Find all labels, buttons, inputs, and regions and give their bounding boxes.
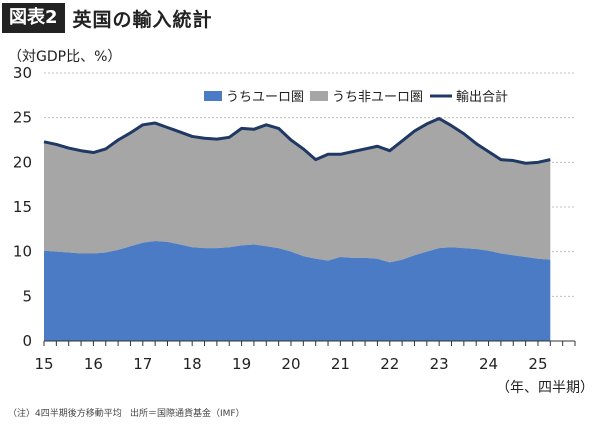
area-non-eurozone [44,118,551,263]
y-tick-label: 25 [13,109,32,127]
x-tick-label: 22 [380,355,399,373]
y-tick-label: 30 [13,64,32,82]
area-eurozone [44,240,551,341]
x-tick-label: 25 [528,355,547,373]
y-tick-label: 20 [13,153,32,171]
line-total-exports [43,117,551,165]
legend-item-eurozone: うちユーロ圏 [204,90,304,105]
x-tick-label: 23 [430,355,449,373]
footnote: （注）4四半期後方移動平均 [8,409,122,419]
legend-item-non-eurozone: うち非ユーロ圏 [310,90,423,105]
legend-item-total-exports: 輸出合計 [430,89,508,105]
x-tick-label: 19 [232,355,251,373]
x-tick-label: 18 [183,355,202,373]
legend-swatch [204,91,222,101]
y-tick-label: 5 [22,287,32,305]
legend: うちユーロ圏 うち非ユーロ圏 輸出合計 [204,89,508,105]
y-tick-label: 0 [22,332,32,350]
y-tick-label: 15 [13,198,32,216]
x-tick-label: 24 [479,355,498,373]
x-tick-label: 17 [133,355,152,373]
legend-label: うち非ユーロ圏 [332,90,423,105]
y-tick-label: 10 [13,243,32,261]
x-tick-label: 21 [331,355,350,373]
x-tick-label: 15 [34,355,53,373]
x-tick-label: 16 [84,355,103,373]
figure-badge: 図表2 [2,3,65,33]
x-tick-label: 20 [281,355,300,373]
legend-label: うちユーロ圏 [226,90,304,105]
legend-label: 輸出合計 [456,89,508,105]
chart-header: 図表2 英国の輸入統計 [0,0,213,36]
source-note: 出所＝国際通貨基金（IMF） [130,409,245,419]
chart-title: 英国の輸入統計 [72,8,213,31]
x-axis-unit-label: （年、四半期） [496,380,594,396]
y-axis-unit-label: （対GDP比、%） [8,49,122,65]
legend-swatch [310,91,328,101]
